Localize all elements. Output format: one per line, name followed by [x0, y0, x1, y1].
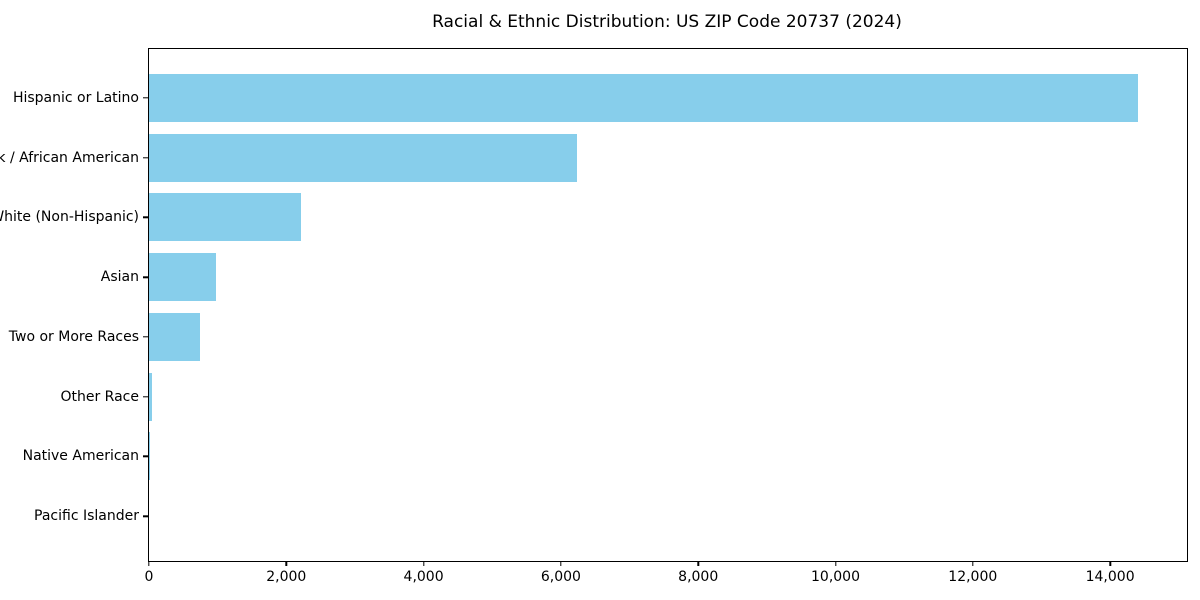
- bar-row: Other Race: [60, 367, 1187, 427]
- x-axis-tick-label: 12,000: [948, 569, 998, 585]
- y-axis-category-label: Asian: [100, 269, 139, 286]
- y-tickmark: [143, 276, 148, 278]
- y-tickmark: [143, 156, 148, 159]
- bar-row: Black / African American: [0, 128, 1187, 188]
- y-tickmark: [143, 455, 148, 458]
- plot-area: Hispanic or Latino Black / African Americ…: [0, 48, 1188, 585]
- x-axis-tick-label: 0: [144, 569, 154, 585]
- y-axis-category-label: Pacific Islander: [34, 508, 139, 525]
- y-axis-category-label: White (Non-Hispanic): [0, 209, 139, 226]
- bar-row: White (Non-Hispanic): [0, 188, 1187, 248]
- y-tickmark: [143, 515, 148, 517]
- bar-row: Hispanic or Latino: [13, 68, 1187, 128]
- bar: [149, 372, 153, 421]
- bar-row: Asian: [101, 247, 1187, 307]
- x-tickmark: [148, 561, 150, 566]
- x-axis-tick-label: 8,000: [678, 569, 719, 585]
- y-axis-category-label: Other Race: [60, 388, 139, 405]
- x-axis-tick-label: 10,000: [811, 569, 860, 585]
- bar: [149, 193, 301, 242]
- bar-row: Two or More Races: [9, 307, 1187, 367]
- bar: [149, 133, 577, 182]
- y-axis-category-label: Hispanic or Latino: [12, 89, 139, 106]
- x-tickmark: [1109, 561, 1111, 566]
- x-tickmark: [560, 561, 562, 566]
- y-tickmark: [143, 216, 148, 219]
- x-axis-tick-label: 4,000: [403, 569, 444, 585]
- x-tickmark: [834, 561, 837, 566]
- chart-title: Racial & Ethnic Distribution: US ZIP Cod…: [432, 12, 902, 32]
- x-axis-tick-label: 14,000: [1085, 569, 1135, 585]
- bar: [149, 312, 200, 361]
- y-axis-category-label: Black / African American: [0, 149, 139, 166]
- x-tickmark: [422, 561, 425, 566]
- y-axis-category-label: Two or More Races: [8, 328, 139, 345]
- y-tickmark: [143, 97, 148, 99]
- y-tickmark: [143, 336, 148, 338]
- bars-container: Hispanic or Latino Black / African Americ…: [0, 49, 1187, 561]
- y-axis-category-label: Native American: [22, 448, 139, 465]
- y-tickmark: [143, 395, 148, 398]
- bar: [149, 253, 216, 302]
- bar-row: Pacific Islander: [34, 486, 1187, 546]
- bar: [149, 432, 151, 481]
- x-tickmark: [285, 561, 287, 566]
- x-tickmark: [697, 561, 699, 566]
- x-axis-tick-label: 6,000: [540, 569, 581, 585]
- bar-row: Native American: [23, 427, 1187, 487]
- bar: [149, 73, 1138, 122]
- x-axis-tick-label: 2,000: [266, 569, 307, 585]
- x-tickmark: [972, 561, 974, 566]
